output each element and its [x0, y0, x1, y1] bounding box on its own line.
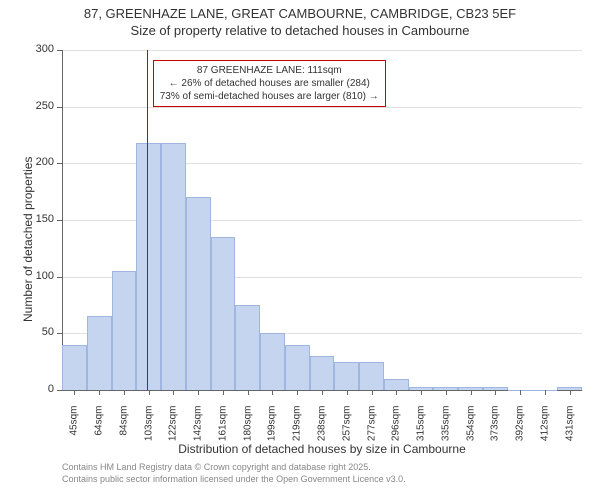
- histogram-bar: [235, 305, 260, 390]
- x-tick: [149, 390, 150, 395]
- x-tick: [446, 390, 447, 395]
- x-tick: [545, 390, 546, 395]
- histogram-bar: [384, 379, 409, 390]
- histogram-bar: [285, 345, 310, 390]
- x-tick: [347, 390, 348, 395]
- chart-title: 87, GREENHAZE LANE, GREAT CAMBOURNE, CAM…: [0, 0, 600, 40]
- x-tick: [99, 390, 100, 395]
- y-tick-label: 0: [22, 383, 54, 395]
- x-axis-label: Distribution of detached houses by size …: [62, 442, 582, 456]
- x-tick: [272, 390, 273, 395]
- footer-line-1: Contains HM Land Registry data © Crown c…: [62, 462, 406, 474]
- y-tick-label: 250: [22, 100, 54, 112]
- annotation-box: 87 GREENHAZE LANE: 111sqm← 26% of detach…: [153, 60, 386, 107]
- histogram-bar: [310, 356, 335, 390]
- chart-container: 87, GREENHAZE LANE, GREAT CAMBOURNE, CAM…: [0, 0, 600, 500]
- annotation-title: 87 GREENHAZE LANE: 111sqm: [160, 64, 379, 77]
- x-tick: [421, 390, 422, 395]
- y-tick-label: 200: [22, 156, 54, 168]
- x-tick: [74, 390, 75, 395]
- histogram-bar: [161, 143, 186, 390]
- histogram-bar: [260, 333, 285, 390]
- histogram-bar: [136, 143, 161, 390]
- histogram-bar: [334, 362, 359, 390]
- x-tick: [124, 390, 125, 395]
- title-line-2: Size of property relative to detached ho…: [0, 23, 600, 40]
- y-tick-label: 150: [22, 213, 54, 225]
- x-tick: [322, 390, 323, 395]
- histogram-bar: [87, 316, 112, 390]
- y-tick-label: 50: [22, 326, 54, 338]
- y-tick-label: 100: [22, 270, 54, 282]
- title-line-1: 87, GREENHAZE LANE, GREAT CAMBOURNE, CAM…: [0, 6, 600, 23]
- x-tick: [520, 390, 521, 395]
- y-tick-label: 300: [22, 43, 54, 55]
- histogram-bar: [186, 197, 211, 390]
- footer-attribution: Contains HM Land Registry data © Crown c…: [62, 462, 406, 485]
- histogram-bar: [112, 271, 137, 390]
- x-tick: [223, 390, 224, 395]
- x-tick: [570, 390, 571, 395]
- annotation-line-1: ← 26% of detached houses are smaller (28…: [160, 77, 379, 90]
- gridline: [62, 50, 582, 51]
- annotation-line-2: 73% of semi-detached houses are larger (…: [160, 90, 379, 103]
- reference-line: [147, 50, 148, 390]
- y-axis-line: [62, 50, 63, 390]
- x-tick: [372, 390, 373, 395]
- x-tick: [297, 390, 298, 395]
- x-tick: [248, 390, 249, 395]
- histogram-bar: [359, 362, 384, 390]
- x-tick: [198, 390, 199, 395]
- x-tick: [471, 390, 472, 395]
- x-tick: [173, 390, 174, 395]
- plot-area: 05010015020025030045sqm64sqm84sqm103sqm1…: [62, 50, 582, 390]
- histogram-bar: [62, 345, 87, 390]
- footer-line-2: Contains public sector information licen…: [62, 474, 406, 486]
- histogram-bar: [211, 237, 236, 390]
- x-tick: [495, 390, 496, 395]
- x-tick: [396, 390, 397, 395]
